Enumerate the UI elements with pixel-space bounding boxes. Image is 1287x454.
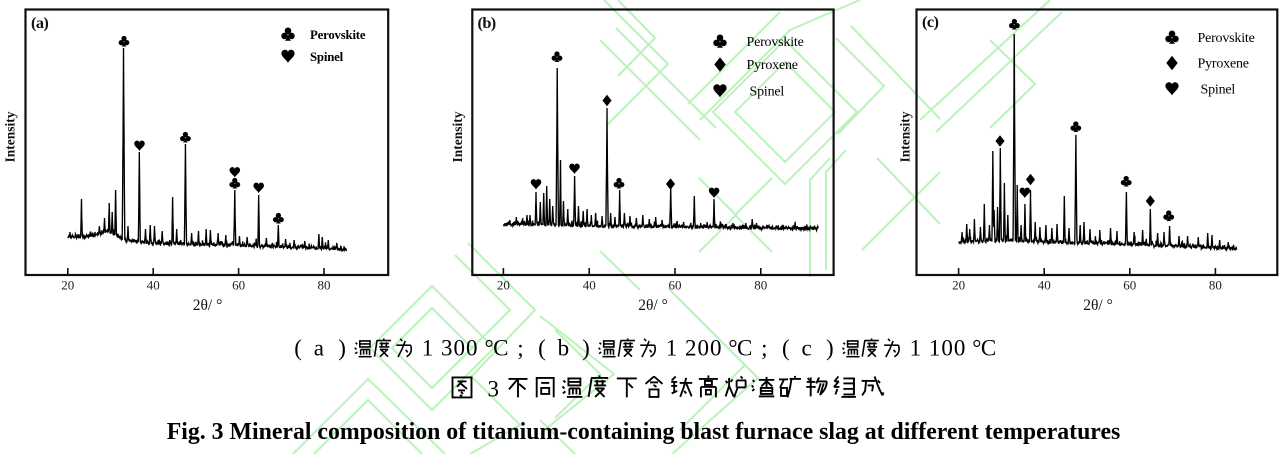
svg-text:;: ; — [761, 336, 767, 361]
svg-text:c: c — [802, 336, 812, 361]
svg-text:Spinel: Spinel — [750, 85, 785, 100]
svg-text:°: ° — [485, 336, 494, 361]
svg-text:C: C — [737, 336, 752, 361]
svg-text:2θ/ °: 2θ/ ° — [638, 297, 668, 314]
svg-text:b: b — [558, 336, 570, 361]
svg-text:(: ( — [294, 336, 302, 361]
svg-text:80: 80 — [754, 278, 767, 293]
svg-text:(: ( — [782, 336, 790, 361]
svg-text:Perovskite: Perovskite — [1198, 31, 1255, 46]
svg-text:80: 80 — [1209, 278, 1222, 293]
svg-text:20: 20 — [497, 278, 510, 293]
svg-text:1 300: 1 300 — [422, 336, 479, 361]
svg-text:60: 60 — [232, 278, 245, 293]
svg-text:Perovskite: Perovskite — [747, 35, 804, 50]
svg-text:;: ; — [517, 336, 523, 361]
svg-text:): ) — [582, 336, 590, 361]
svg-text:40: 40 — [1038, 278, 1051, 293]
svg-text:40: 40 — [583, 278, 596, 293]
svg-text:Intensity: Intensity — [3, 111, 18, 162]
svg-text:Pyroxene: Pyroxene — [1198, 57, 1249, 72]
svg-text:): ) — [826, 336, 834, 361]
svg-text:C: C — [493, 336, 508, 361]
svg-text:20: 20 — [952, 278, 965, 293]
svg-text:°: ° — [972, 336, 981, 361]
svg-text:(b): (b) — [478, 13, 496, 32]
svg-text:): ) — [338, 336, 346, 361]
svg-text:20: 20 — [61, 278, 74, 293]
svg-text:°: ° — [728, 336, 737, 361]
svg-text:Spinel: Spinel — [1201, 83, 1236, 98]
svg-text:2θ/ °: 2θ/ ° — [193, 297, 223, 314]
svg-text:40: 40 — [147, 278, 160, 293]
svg-text:60: 60 — [669, 278, 682, 293]
svg-text:(a): (a) — [31, 13, 48, 32]
svg-text:2θ/ °: 2θ/ ° — [1083, 297, 1113, 314]
svg-text:(: ( — [538, 336, 546, 361]
svg-text:3: 3 — [488, 377, 500, 402]
svg-text:1 200: 1 200 — [666, 336, 723, 361]
svg-text:(c): (c) — [922, 12, 938, 31]
svg-text:Intensity: Intensity — [898, 111, 913, 162]
svg-text:1 100: 1 100 — [910, 336, 967, 361]
svg-text:Fig. 3 Mineral composition of: Fig. 3 Mineral composition of titanium-c… — [167, 419, 1121, 445]
svg-text:Intensity: Intensity — [450, 111, 465, 162]
svg-text:Spinel: Spinel — [310, 50, 344, 64]
svg-text:Pyroxene: Pyroxene — [747, 58, 798, 73]
svg-text:Perovskite: Perovskite — [310, 28, 366, 42]
svg-text:a: a — [314, 336, 324, 361]
svg-text:C: C — [981, 336, 996, 361]
svg-text:60: 60 — [1123, 278, 1136, 293]
svg-text:80: 80 — [318, 278, 331, 293]
